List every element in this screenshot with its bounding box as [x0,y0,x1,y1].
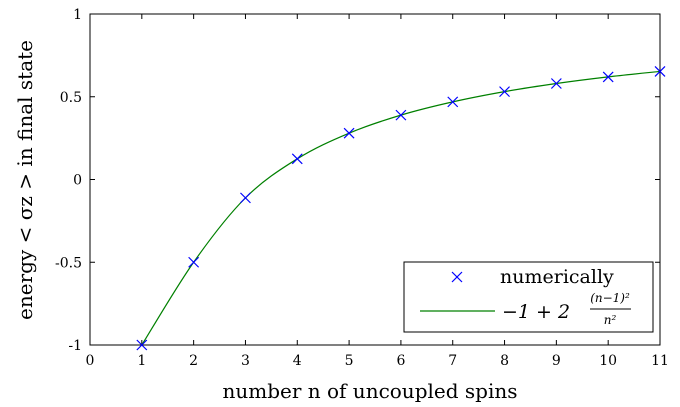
x-tick-label: 3 [241,353,250,369]
curve-series [141,70,661,346]
data-point-marker [136,339,148,351]
marker-stroke [291,153,303,165]
data-point-marker [499,86,510,98]
legend: numerically −1 + 2 (n−1)² n² [403,261,654,333]
x-tick-label: 6 [396,353,405,369]
marker-stroke [550,78,562,89]
y-axis-label: energy < σz > in final state [13,40,37,320]
marker-stroke [188,256,200,268]
marker-stroke [395,109,407,121]
x-tick-label: 4 [293,353,302,369]
marker-stroke [499,86,510,98]
legend-formula-denominator: n² [604,313,617,327]
data-point-marker [654,66,666,77]
x-tick-label: 9 [552,353,561,369]
marker-stroke [602,71,614,83]
y-tick-label: 0 [73,173,82,189]
x-tick-label: 5 [345,353,354,369]
data-point-marker [240,192,251,204]
data-point-marker [550,78,562,89]
y-tick-label: -1 [68,338,82,354]
marker-stroke [654,66,666,77]
formula-curve [141,70,661,346]
data-point-marker [602,71,614,83]
legend-marker-stroke [451,271,463,283]
y-tick-label: -0.5 [55,255,82,271]
x-axis-label: number n of uncoupled spins [222,379,517,403]
x-tick-label: 8 [500,353,509,369]
ticks: 0 1 2 3 4 5 6 7 8 9 10 11 -1 -0.5 0 0.5 1 [55,7,669,369]
legend-box [403,261,654,333]
x-tick-label: 11 [651,353,669,369]
legend-marker-x [451,271,463,283]
x-tick-label: 0 [86,353,95,369]
data-point-marker [188,256,200,268]
marker-stroke [240,192,251,204]
y-tick-label: 0.5 [60,90,82,106]
x-tick-label: 2 [189,353,198,369]
legend-formula-main: −1 + 2 [502,301,570,323]
legend-label-numerically: numerically [500,266,614,288]
x-tick-label: 1 [137,353,146,369]
x-tick-label: 10 [599,353,617,369]
y-axis-label-text: energy < σz > in final state [13,40,37,320]
x-tick-label: 7 [448,353,457,369]
y-tick-label: 1 [73,7,82,23]
data-point-marker [395,109,407,121]
marker-stroke [447,96,459,108]
data-point-marker [291,153,303,165]
data-point-marker [447,96,459,108]
data-point-marker [343,127,355,139]
marker-stroke [136,339,148,351]
marker-stroke [343,127,355,139]
legend-formula-numerator: (n−1)² [590,291,630,305]
marker-series [136,66,666,351]
